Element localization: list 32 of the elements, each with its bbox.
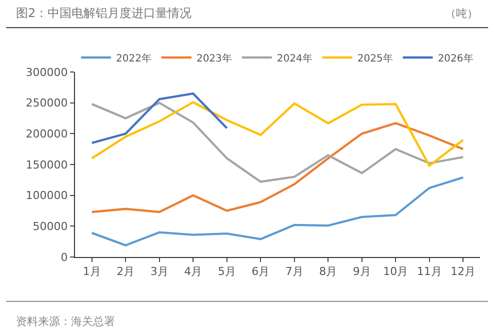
y-tick-label: 0	[60, 250, 68, 264]
y-tick-label: 50000	[32, 220, 68, 234]
legend-label: 2024年	[276, 52, 312, 64]
x-tick-label: 7月	[285, 265, 304, 278]
line-series	[90, 176, 464, 246]
x-tick-label: 2月	[116, 265, 135, 278]
legend-label: 2022年	[116, 52, 152, 64]
x-tick-label: 3月	[150, 265, 168, 278]
x-tick-label: 4月	[184, 265, 202, 278]
y-axis-title: （吨）	[445, 7, 478, 20]
y-tick-label: 150000	[26, 158, 68, 172]
line-series	[90, 92, 228, 144]
legend-label: 2023年	[196, 52, 232, 64]
text: 资料来源：海关总署	[16, 315, 115, 327]
chart-title: 图2：中国电解铝月度进口量情况	[16, 6, 192, 20]
legend-label: 2026年	[438, 52, 474, 64]
y-tick-label: 300000	[26, 66, 68, 79]
line-series	[90, 122, 464, 214]
x-tick-label: 10月	[383, 265, 408, 278]
x-tick-label: 6月	[252, 265, 270, 278]
line-series	[90, 102, 464, 183]
x-tick-label: 8月	[319, 265, 338, 278]
x-tick-label: 1月	[82, 265, 101, 278]
y-tick-label: 100000	[26, 189, 68, 202]
legend-label: 2025年	[357, 52, 393, 64]
x-tick-label: 11月	[416, 265, 442, 278]
y-tick-label: 200000	[26, 128, 68, 141]
line-series	[90, 101, 464, 167]
x-tick-label: 12月	[450, 265, 476, 278]
y-tick-label: 250000	[26, 96, 68, 110]
x-tick-label: 9月	[352, 265, 371, 278]
x-tick-label: 5月	[218, 265, 236, 278]
